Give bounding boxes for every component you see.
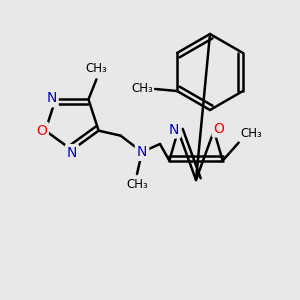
Text: O: O xyxy=(36,124,47,138)
Text: CH₃: CH₃ xyxy=(241,127,262,140)
Text: CH₃: CH₃ xyxy=(85,62,107,75)
Text: N: N xyxy=(67,146,77,160)
Text: CH₃: CH₃ xyxy=(126,178,148,191)
Text: CH₃: CH₃ xyxy=(131,82,153,95)
Text: N: N xyxy=(169,123,179,136)
Text: N: N xyxy=(46,91,57,105)
Text: N: N xyxy=(137,145,147,159)
Text: O: O xyxy=(214,122,224,136)
